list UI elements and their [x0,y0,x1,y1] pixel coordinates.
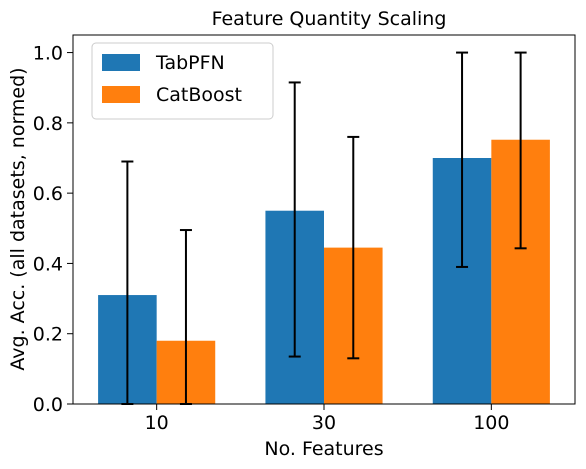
legend: TabPFN CatBoost [91,42,274,120]
y-tick-label: 0.2 [33,324,63,346]
error-bar-tabpfn-30 [288,81,301,358]
x-tick-label: 10 [145,412,169,434]
x-axis: 10 30 100 [145,404,509,434]
x-tick-label: 30 [312,412,336,434]
y-tick-label: 0.6 [33,183,63,205]
y-axis: 0.0 0.2 0.4 0.6 0.8 1.0 [33,43,73,416]
legend-swatch [102,54,140,71]
y-tick-label: 0.0 [33,394,63,416]
x-tick-label: 100 [473,412,509,434]
y-axis-label: Avg. Acc. (all datasets, normed) [7,67,29,370]
y-tick-label: 0.8 [33,113,63,135]
legend-item-tabpfn: TabPFN [102,52,225,74]
plot-area [98,51,550,405]
legend-label: CatBoost [156,84,242,106]
error-bar-catboost-100 [514,51,527,250]
chart-title: Feature Quantity Scaling [212,8,447,30]
error-bar-tabpfn-100 [456,51,469,268]
legend-label: TabPFN [155,52,225,74]
error-bar-catboost-30 [347,135,360,360]
y-tick-label: 0.4 [33,253,63,275]
x-axis-label: No. Features [264,438,383,460]
y-tick-label: 1.0 [33,43,63,65]
legend-item-catboost: CatBoost [102,84,242,106]
legend-swatch [102,86,140,103]
